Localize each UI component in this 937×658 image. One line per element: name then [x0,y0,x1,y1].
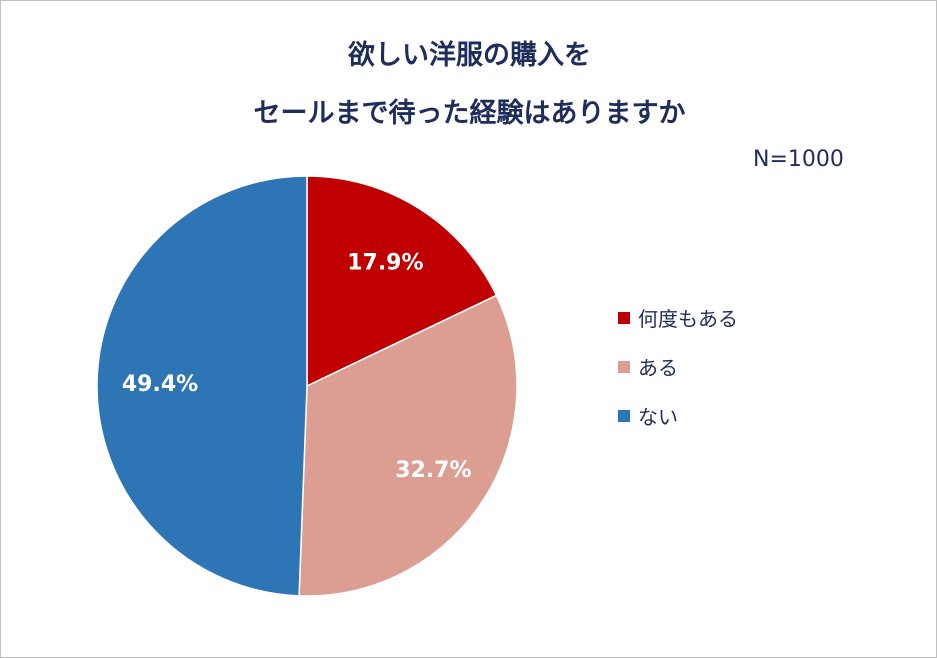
pie-slice-0 [306,175,498,388]
chart-title-line-2: セールまで待った経験はありますか [253,98,686,129]
data-label-0: 17.9% [347,251,423,276]
legend-swatch [618,311,630,324]
legend-item-2: ない [618,401,678,430]
data-label-2: 49.4% [122,372,198,397]
legend-swatch [618,360,630,373]
legend-label: 何度もある [638,307,738,331]
legend-item-1: ある [618,352,678,381]
legend-label: ない [638,405,678,429]
pie-slice-2 [96,175,308,597]
data-label-1: 32.7% [395,458,471,483]
legend-label: ある [638,356,678,380]
sample-size-note: N=1000 [753,147,844,172]
chart-title-line-1: 欲しい洋服の購入を [348,40,591,71]
legend-swatch [618,409,630,422]
legend-item-0: 何度もある [618,303,738,332]
pie-slice-1 [298,294,518,597]
